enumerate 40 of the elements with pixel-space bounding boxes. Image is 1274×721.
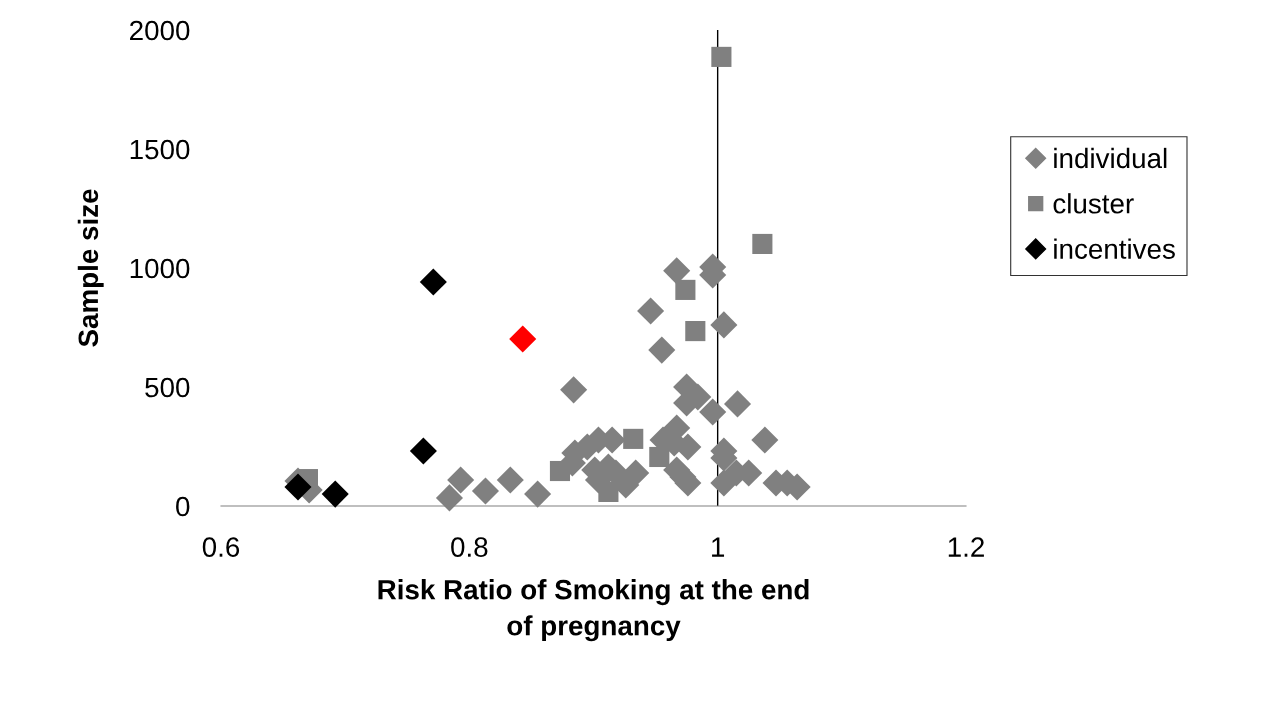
x-tick-label: 0.8: [451, 537, 488, 557]
point: [419, 268, 447, 296]
point: [509, 325, 537, 353]
point: [496, 466, 524, 494]
y-axis-title: Sample size: [77, 189, 104, 347]
point: [598, 481, 619, 503]
y-tick-label: 1000: [130, 258, 190, 279]
x-tick-label: 0.6: [202, 537, 240, 557]
x-tick-label: 1: [712, 537, 725, 557]
point: [724, 390, 752, 418]
y-tick-label: 500: [145, 377, 190, 398]
point: [409, 437, 437, 465]
legend-label: cluster: [1053, 193, 1134, 214]
point: [560, 376, 588, 404]
point: [711, 46, 732, 67]
point: [710, 311, 738, 339]
legend-label: individual: [1054, 147, 1167, 169]
point: [751, 426, 779, 454]
y-tick-label: 1500: [130, 139, 190, 160]
point: [648, 336, 676, 364]
point: [685, 321, 706, 342]
point: [752, 233, 773, 255]
x-axis-title: Risk Ratio of Smoking at the end of pregnancy: [378, 579, 809, 642]
point: [284, 473, 312, 501]
point: [524, 480, 552, 508]
point: [549, 460, 571, 482]
point: [447, 466, 475, 494]
y-tick-label: 0: [176, 496, 190, 517]
point: [321, 480, 349, 508]
point: [637, 297, 665, 325]
point: [699, 398, 727, 426]
x-tick-label: 1.2: [948, 537, 984, 557]
legend-label: incentives: [1054, 238, 1175, 259]
point: [675, 279, 696, 300]
point: [649, 446, 670, 468]
point: [435, 484, 463, 512]
y-tick-label: 2000: [130, 20, 190, 41]
point: [471, 477, 500, 505]
point: [663, 257, 691, 285]
point: [623, 428, 644, 449]
